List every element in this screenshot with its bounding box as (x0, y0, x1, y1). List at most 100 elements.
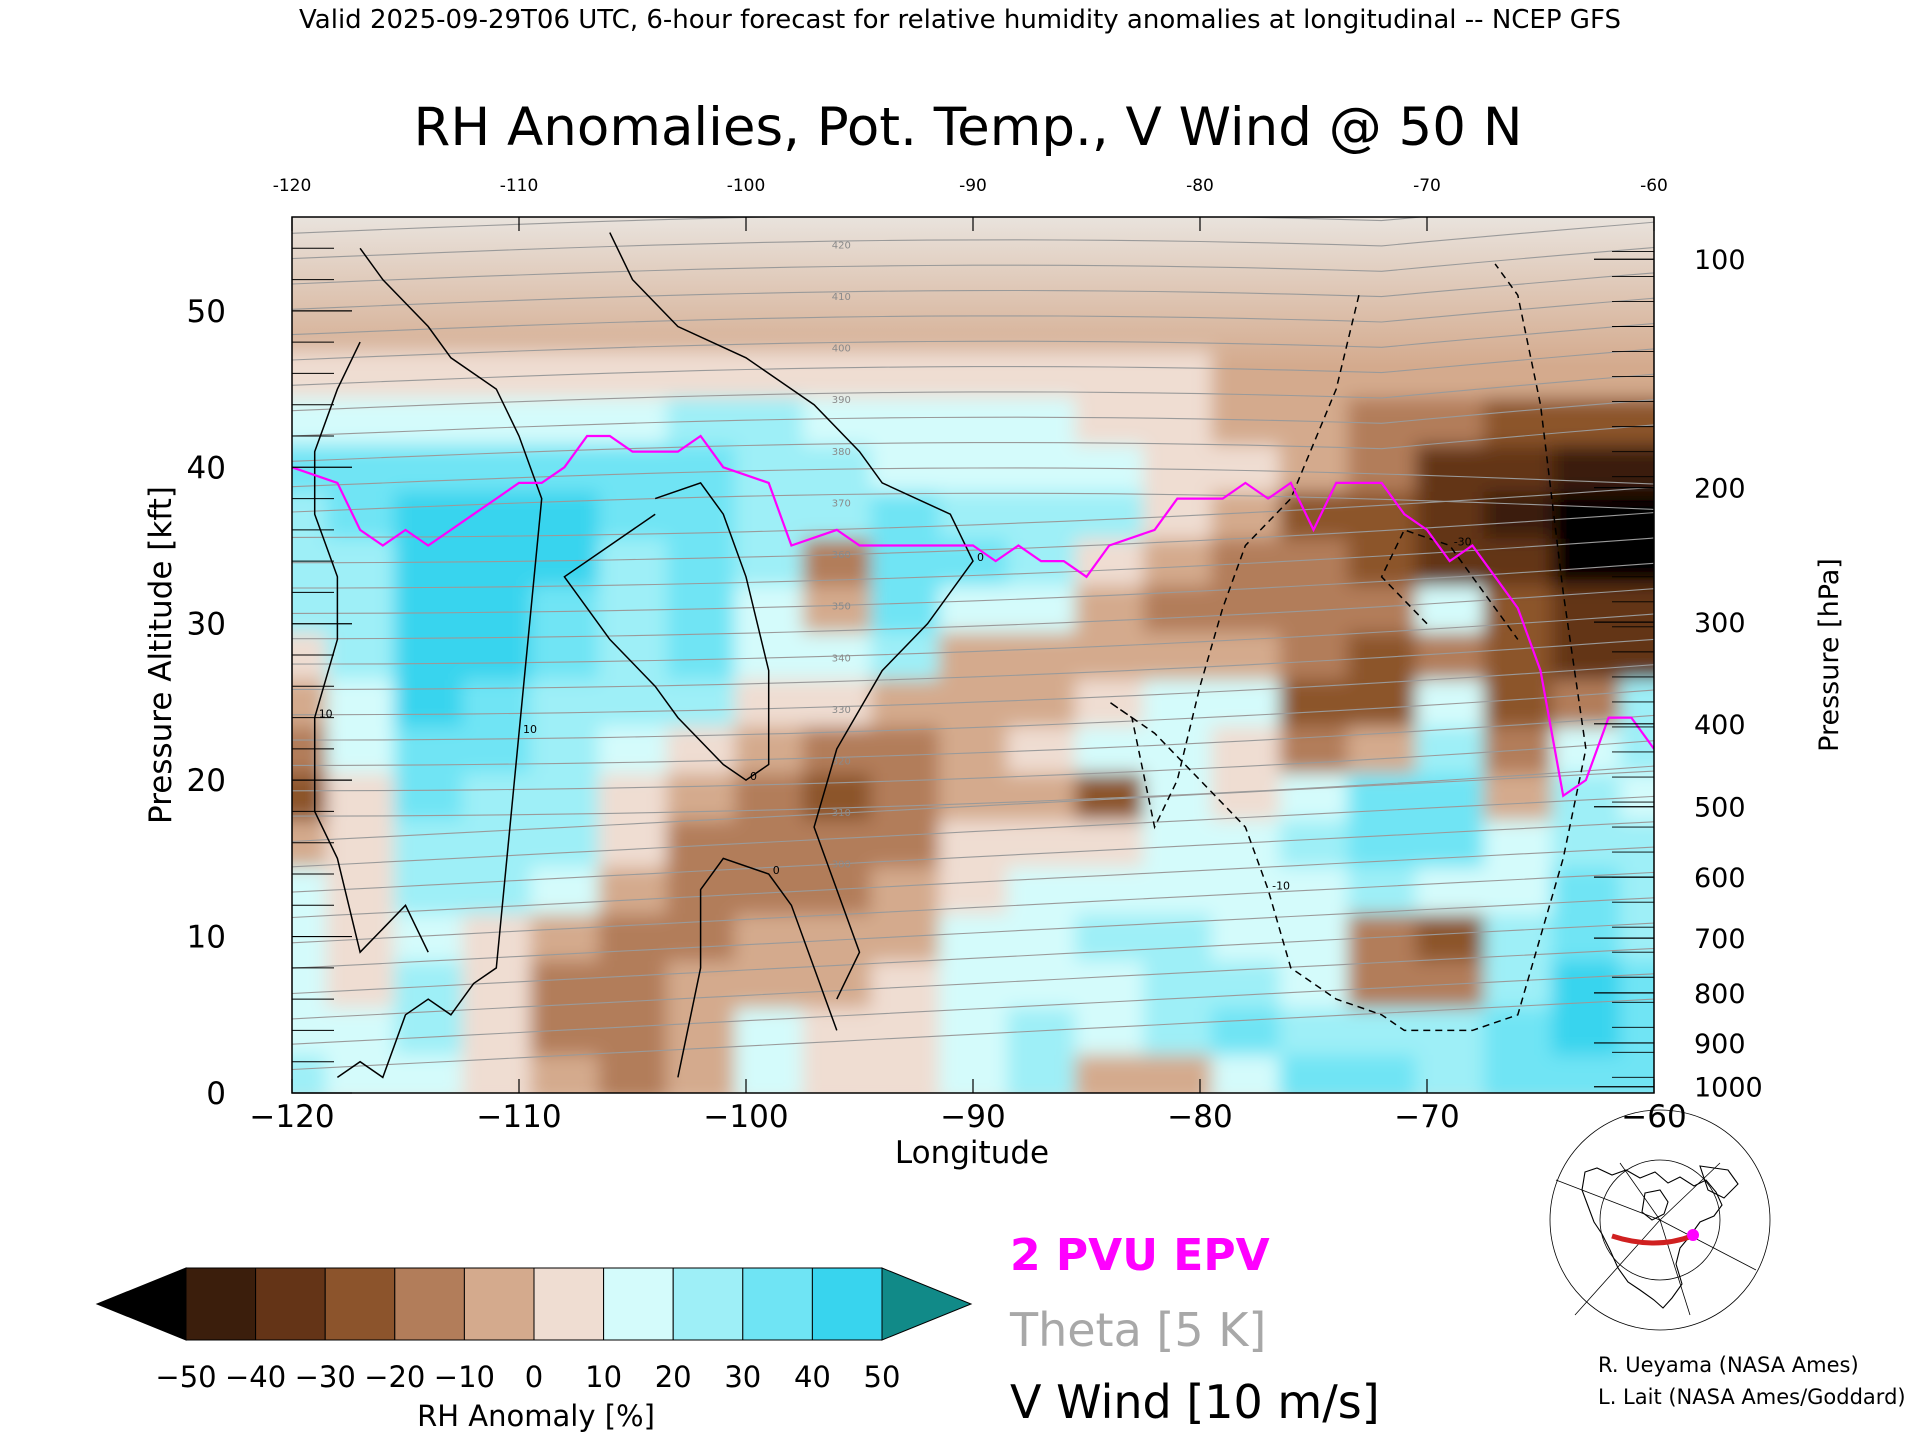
colorbar-swatch (255, 1267, 326, 1341)
heatmap-cell (938, 725, 1009, 774)
theta-line (292, 795, 1654, 868)
heatmap-cell (1415, 396, 1485, 445)
heatmap-cell (1619, 537, 1654, 586)
heatmap-cell (462, 584, 532, 633)
heatmap-cell (734, 396, 804, 445)
map-endpoint-marker (1687, 1229, 1699, 1241)
heatmap-cell (598, 819, 668, 868)
x-top-tick-label: -60 (1640, 176, 1668, 196)
theta-label: 300 (832, 860, 851, 871)
heatmap-cell (666, 1006, 736, 1055)
colorbar-tick-label: 0 (525, 1360, 543, 1394)
colorbar-swatch (603, 1267, 674, 1341)
colorbar-swatch (463, 1267, 535, 1341)
heatmap-cell (938, 396, 1009, 445)
theta-line (292, 846, 1654, 919)
colorbar-tick-label: −30 (295, 1360, 356, 1394)
heatmap-cell (530, 960, 600, 1008)
colorbar-swatch (394, 1267, 465, 1341)
heatmap-cell (870, 913, 940, 962)
heatmap-cell (802, 1006, 872, 1055)
heatmap-cell (734, 913, 804, 962)
legend-v-wind: V Wind [10 m/s] (1010, 1375, 1380, 1429)
heatmap-cell (1075, 584, 1145, 633)
colorbar-tick-label: 20 (655, 1360, 692, 1394)
heatmap-cell (1551, 678, 1621, 727)
heatmap-cell (598, 1053, 668, 1093)
heatmap-cell (1211, 913, 1281, 962)
heatmap-cell (1279, 913, 1349, 962)
v-wind-contour (563, 482, 770, 782)
theta-label: 340 (832, 653, 851, 664)
theta-line (292, 638, 1654, 690)
v-wind-contour-label: 0 (773, 864, 780, 877)
colorbar-swatch (811, 1267, 883, 1341)
legend-pv: 2 PVU EPV (1010, 1230, 1270, 1281)
heatmap-cell (1279, 631, 1349, 680)
heatmap-cell (1483, 678, 1553, 727)
theta-line (292, 486, 1654, 538)
heatmap-cell (666, 537, 736, 586)
heatmap-cell (870, 866, 940, 915)
heatmap-cell (1551, 537, 1621, 586)
heatmap-cell (462, 396, 532, 445)
theta-line (292, 297, 1654, 336)
heatmap-cell (870, 1006, 940, 1055)
heatmap-cell (530, 1053, 600, 1093)
heatmap-cell (1075, 1053, 1145, 1093)
heatmap-cell (1347, 725, 1417, 774)
heatmap-cell (1007, 772, 1077, 821)
colorbar-swatch (324, 1267, 396, 1341)
heatmap-cell (1143, 443, 1213, 492)
heatmap-cell (938, 1006, 1009, 1055)
theta-label: 350 (832, 602, 851, 613)
heatmap-cell (326, 960, 396, 1008)
theta-line (292, 562, 1654, 614)
x-axis-label: Longitude (895, 1135, 1049, 1171)
heatmap-cell (1347, 678, 1417, 727)
heatmap-cell (1211, 584, 1281, 633)
colorbar-tick-label: 10 (585, 1360, 622, 1394)
heatmap-cell (1143, 631, 1213, 680)
heatmap-cell (870, 1053, 940, 1093)
heatmap-cell (938, 772, 1009, 821)
heatmap-cell (734, 1006, 804, 1055)
heatmap-cell (1075, 725, 1145, 774)
colorbar-label: RH Anomaly [%] (417, 1399, 655, 1433)
y-left-tick-label: 50 (187, 294, 226, 330)
theta-line (292, 664, 1654, 716)
heatmap-cell (292, 1053, 328, 1093)
y-axis-right-label: Pressure [hPa] (1814, 558, 1845, 752)
heatmap-cell (394, 1053, 464, 1093)
heatmap-cell (326, 584, 396, 633)
theta-line (292, 399, 1654, 437)
y-axis-left-label: Pressure Altitude [kft] (143, 486, 179, 824)
y-right-tick-label: 300 (1694, 608, 1746, 639)
heatmap-cell (1347, 537, 1417, 586)
v-wind-contour (336, 247, 543, 1079)
heatmap-cell (394, 960, 464, 1008)
colorbar-tick-label: −20 (364, 1360, 425, 1394)
v-wind-contour-label: -10 (1272, 880, 1290, 893)
heatmap-cell (1075, 819, 1145, 868)
heatmap-cell (1483, 960, 1553, 1008)
heatmap-cell (938, 866, 1009, 915)
heatmap-cell (598, 913, 668, 962)
heatmap-cell (1415, 819, 1485, 868)
heatmap-cell (1007, 866, 1077, 915)
y-right-tick-label: 700 (1694, 924, 1746, 955)
pv-2pvu-line (292, 434, 1654, 798)
x-top-tick-label: -100 (727, 176, 766, 196)
map-hudson-bay (1641, 1189, 1669, 1221)
heatmap-cell (394, 584, 464, 633)
heatmap-cell (1483, 772, 1553, 821)
v-wind-contour-label: 0 (750, 770, 757, 783)
heatmap-cell (598, 584, 668, 633)
heatmap-cell (1007, 1053, 1077, 1093)
heatmap-cell (1075, 960, 1145, 1008)
heatmap-cell (1415, 1053, 1485, 1093)
heatmap-cell (1279, 725, 1349, 774)
x-tick-label: −90 (940, 1099, 1005, 1135)
theta-line (292, 467, 1654, 488)
theta-line (292, 221, 1654, 260)
